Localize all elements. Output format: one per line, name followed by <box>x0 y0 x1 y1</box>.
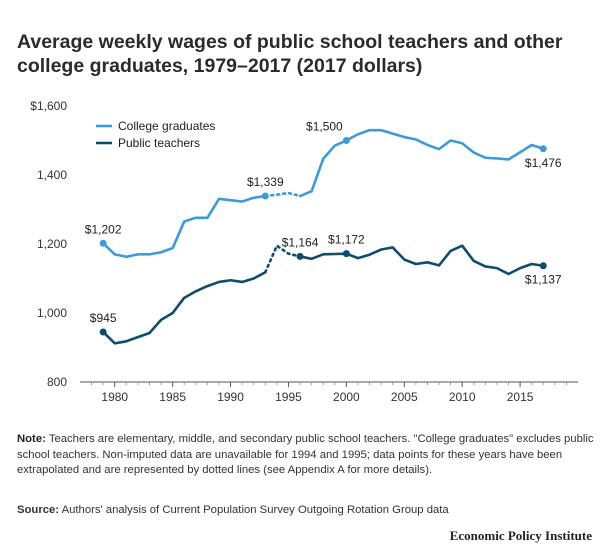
y-tick-label: 1,000 <box>37 306 67 320</box>
x-tick-label: 1990 <box>217 390 244 404</box>
data-label: $1,164 <box>282 235 319 249</box>
series-line-teachers <box>298 244 545 276</box>
line-chart: 1980 1985 1990 1995 2000 2005 2010 2015 800 1,000… <box>30 99 578 404</box>
x-tick-label: 2000 <box>333 390 360 404</box>
data-point-marker <box>342 250 350 258</box>
legend: College graduates Public teachers <box>96 119 215 150</box>
annotation-markers: $1,202 $1,339 $1,500 $1,476 $945 $1,164 $1,172… <box>85 120 562 336</box>
note-text: Teachers are elementary, middle, and sec… <box>17 433 594 476</box>
x-tick-label: 2005 <box>391 390 418 404</box>
chart-note: Note: Teachers are elementary, middle, a… <box>17 432 595 479</box>
data-point-marker <box>99 239 107 247</box>
data-point-marker <box>99 328 107 336</box>
data-label: $1,202 <box>85 222 122 236</box>
legend-label-teachers: Public teachers <box>118 136 200 150</box>
data-label: $1,500 <box>306 120 343 134</box>
series-dotted-teachers <box>264 243 302 274</box>
legend-label-college: College graduates <box>118 119 215 133</box>
source-text: Authors' analysis of Current Population … <box>61 504 449 516</box>
series-line-teachers <box>101 270 267 345</box>
y-tick-label: 1,200 <box>37 237 67 251</box>
axes: 1980 1985 1990 1995 2000 2005 2010 2015 800 1,000… <box>30 99 578 404</box>
y-tick-label: $1,600 <box>30 99 67 113</box>
data-point-marker <box>342 137 350 144</box>
organization-logo: Economic Policy Institute <box>449 528 592 543</box>
y-tick-label: 800 <box>47 375 67 389</box>
data-point-marker <box>539 145 547 153</box>
chart-source: Source: Authors' analysis of Current Pop… <box>17 504 595 516</box>
data-label: $945 <box>90 311 117 325</box>
series-dotted-college <box>264 191 302 198</box>
series-line-college <box>298 128 545 198</box>
data-label: $1,476 <box>525 156 562 170</box>
data-label: $1,172 <box>328 233 365 247</box>
series-line-college <box>101 194 267 259</box>
x-tick-label: 2015 <box>507 390 534 404</box>
x-tick-label: 1985 <box>159 390 186 404</box>
data-point-marker <box>539 262 547 270</box>
y-tick-label: 1,400 <box>37 168 67 182</box>
x-tick-label: 2010 <box>449 390 476 404</box>
chart-title: Average weekly wages of public school te… <box>17 31 563 77</box>
source-label: Source: <box>17 504 60 516</box>
series-lines <box>101 128 545 345</box>
x-tick-label: 1995 <box>275 390 302 404</box>
note-label: Note: <box>17 433 46 445</box>
data-label: $1,339 <box>247 175 284 189</box>
data-point-marker <box>296 252 304 260</box>
x-tick-label: 1980 <box>101 390 128 404</box>
data-point-marker <box>261 192 269 200</box>
data-label: $1,137 <box>525 273 562 287</box>
